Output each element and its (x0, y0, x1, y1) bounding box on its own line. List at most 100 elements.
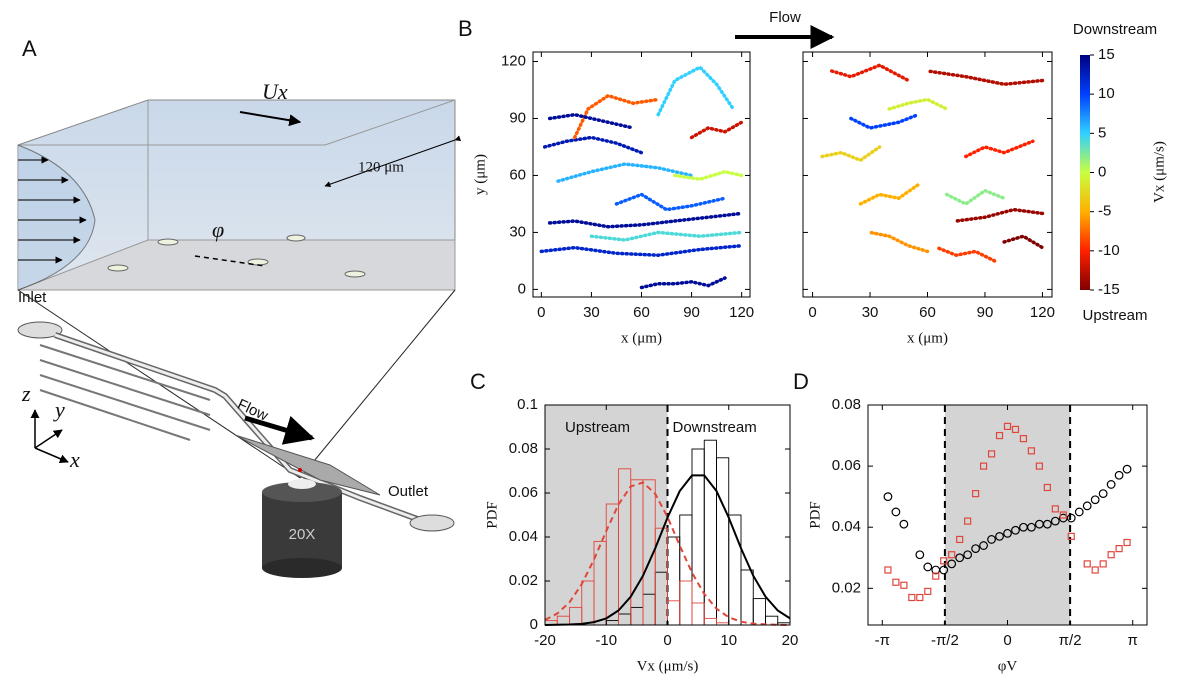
x-tick-label: 120 (729, 304, 754, 321)
x-tick-label: 0 (537, 304, 545, 321)
trajectory (935, 245, 997, 263)
y-tick-label: 0.02 (509, 572, 538, 589)
trajectory (572, 93, 660, 140)
x-tick-label: -π (875, 632, 890, 649)
y-tick-label: 0.04 (509, 528, 538, 545)
colorbar-tick-label: -10 (1098, 242, 1120, 259)
y-axis-label: PDF (807, 501, 823, 529)
trajectory (589, 230, 744, 242)
colorbar (1080, 55, 1090, 290)
y-tick-label: 0 (518, 280, 526, 297)
trajectory (944, 188, 1006, 206)
marker (1011, 525, 1020, 535)
marker (940, 557, 948, 565)
y-tick-label: 0.06 (509, 484, 538, 501)
x-tick-label: -20 (534, 632, 556, 649)
marker (995, 431, 1004, 440)
region-label: Upstream (565, 419, 630, 436)
histogram-bar (667, 536, 681, 626)
trajectory (925, 69, 1045, 87)
panel-label: C (470, 369, 486, 394)
marker (947, 559, 957, 569)
x-tick-label: 90 (683, 304, 700, 321)
panel-label: B (458, 16, 473, 41)
marker (924, 587, 932, 595)
y-tick-label: 0 (530, 616, 538, 633)
marker (979, 541, 988, 550)
marker (955, 553, 965, 563)
histogram-bar (703, 439, 717, 626)
marker (1099, 560, 1107, 568)
x-tick-label: 0 (808, 304, 816, 321)
axis-y: y (53, 397, 65, 422)
x-tick-label: -π/2 (931, 632, 959, 649)
trajectory (547, 211, 744, 229)
marker (908, 593, 916, 602)
marker (1051, 505, 1059, 513)
y-tick-label: 90 (509, 109, 526, 126)
x-tick-label: 90 (977, 304, 994, 321)
colorbar-tick-label: 0 (1098, 163, 1106, 180)
marker (964, 517, 972, 525)
marker (891, 507, 901, 517)
x-axis-label: φV (998, 658, 1018, 674)
marker (1114, 470, 1124, 480)
trajectory (954, 207, 1045, 223)
histogram-bar (703, 617, 717, 626)
marker (1011, 425, 1020, 434)
trajectory (964, 139, 1035, 159)
x-tick-label: -10 (595, 632, 617, 649)
y-tick-label: 120 (501, 52, 526, 69)
colorbar-label: Vx (μm/s) (1151, 141, 1167, 203)
angle-label: φ (212, 217, 224, 242)
y-tick-label: 0.1 (517, 396, 538, 413)
trajectory (858, 183, 920, 206)
colorbar-tick-label: 15 (1098, 46, 1115, 63)
x-tick-label: 120 (1030, 304, 1055, 321)
histogram-bar (740, 569, 754, 626)
trajectory (542, 135, 644, 155)
marker (948, 551, 956, 559)
colorbar-bottom-label: Upstream (1082, 307, 1147, 324)
panel-label: A (22, 36, 37, 61)
x-tick-label: 60 (919, 304, 936, 321)
marker (899, 519, 909, 529)
marker (916, 593, 924, 602)
axes-frame (802, 51, 1053, 298)
trajectory (547, 112, 635, 130)
x-tick-label: 30 (862, 304, 879, 321)
marker (1066, 513, 1076, 523)
colorbar-tick-label: -15 (1098, 281, 1120, 298)
marker (1027, 447, 1036, 455)
marker (1019, 435, 1028, 443)
marker (939, 565, 949, 575)
x-axis-label: Vx (μm/s) (637, 658, 699, 674)
trajectory (820, 145, 882, 163)
histogram-bar (752, 598, 766, 626)
width-label: 120 μm (358, 159, 404, 175)
fit-curve (544, 481, 791, 626)
marker (900, 581, 908, 589)
marker (1067, 532, 1075, 540)
marker (1123, 538, 1131, 547)
marker (1083, 560, 1091, 568)
marker (995, 531, 1004, 541)
marker (987, 450, 996, 458)
marker (892, 578, 900, 586)
marker (923, 562, 933, 572)
trajectory (849, 112, 920, 130)
marker (1082, 501, 1092, 511)
trajectory (689, 120, 744, 140)
marker (1050, 516, 1060, 526)
x-tick-label: 20 (782, 632, 799, 649)
marker (1090, 495, 1100, 505)
x-axis-label: x (μm) (621, 330, 662, 346)
marker (932, 572, 940, 580)
marker (883, 492, 893, 502)
fit-curve (544, 474, 791, 626)
marker (963, 550, 973, 560)
y-axis-label: y (μm) (472, 154, 488, 195)
y-tick-label: 0.08 (509, 440, 538, 457)
y-tick-label: 0.02 (832, 579, 861, 596)
